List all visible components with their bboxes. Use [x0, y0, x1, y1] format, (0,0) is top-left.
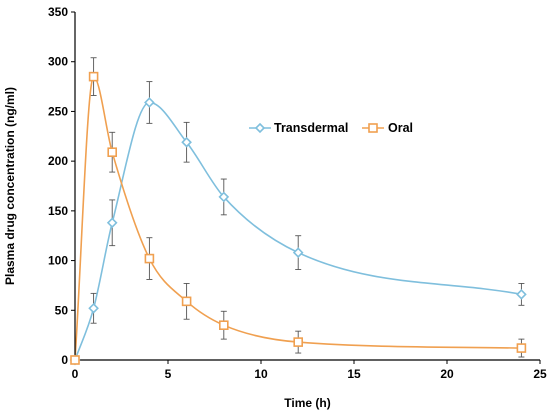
y-tick-label: 350 [48, 5, 68, 19]
x-axis-title: Time (h) [284, 396, 330, 410]
x-tick-label: 20 [440, 367, 454, 381]
data-point-transdermal [181, 136, 192, 148]
legend-label-oral: Oral [388, 121, 413, 135]
y-tick-label: 250 [48, 104, 68, 118]
y-tick-label: 50 [55, 303, 69, 317]
data-point-oral [181, 296, 192, 307]
error-bars [90, 57, 525, 358]
legend-marker-oral [368, 123, 378, 133]
legend-entry-oral: Oral [362, 121, 413, 135]
legend-entry-transdermal: Transdermal [249, 121, 348, 135]
x-tick-label: 5 [165, 367, 172, 381]
data-point-oral [70, 355, 80, 365]
legend-label-transdermal: Transdermal [274, 121, 348, 135]
x-tick-label: 10 [254, 367, 268, 381]
series-line-oral [74, 75, 522, 361]
data-point-oral [144, 253, 155, 264]
data-point-transdermal [516, 289, 527, 300]
x-tick-label: 25 [533, 367, 547, 381]
y-tick-labels: 0 50 100 150 200 250 300 350 [48, 5, 75, 367]
fitted-curves [74, 75, 522, 361]
series-line-transdermal [74, 101, 522, 361]
x-tick-labels: 0 5 10 15 20 25 [72, 360, 547, 381]
data-point-oral [516, 343, 527, 353]
axes [74, 12, 540, 361]
x-tick-label: 0 [72, 367, 79, 381]
data-point-oral [107, 147, 117, 157]
data-markers [69, 71, 527, 366]
y-tick-label: 0 [61, 353, 68, 367]
y-axis-title: Plasma drug concentration (ng/ml) [3, 87, 17, 285]
data-point-transdermal [292, 247, 304, 258]
data-point-transdermal [218, 191, 230, 203]
data-point-oral [293, 337, 304, 347]
data-point-transdermal [88, 302, 99, 314]
data-point-transdermal [144, 97, 155, 108]
legend: Transdermal Oral [249, 121, 413, 135]
data-point-oral [219, 320, 229, 331]
y-tick-label: 200 [48, 154, 68, 168]
data-point-oral [88, 71, 99, 82]
y-tick-label: 150 [48, 204, 68, 218]
data-point-transdermal [106, 217, 118, 229]
x-tick-label: 15 [347, 367, 361, 381]
y-tick-label: 300 [48, 55, 68, 69]
legend-marker-transdermal [254, 122, 266, 134]
y-tick-label: 100 [48, 254, 68, 268]
